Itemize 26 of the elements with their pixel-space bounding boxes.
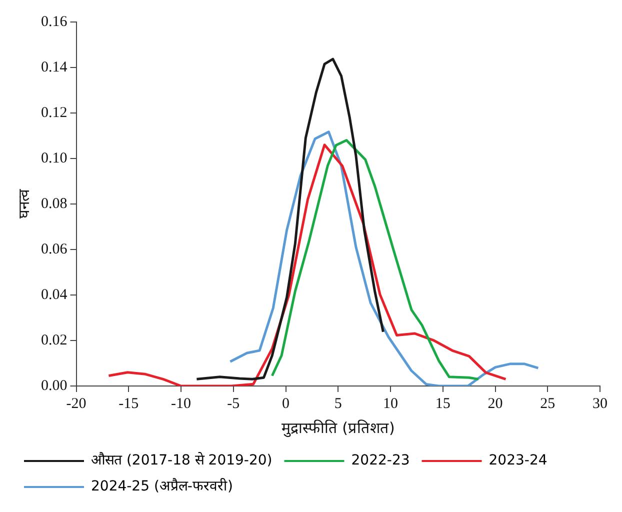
x-tick-label: 0 [282,396,290,412]
x-tick-label: 30 [592,396,608,412]
x-tick-label: 20 [488,396,503,412]
y-axis-title: घनत्व [14,188,33,218]
x-tick-label: -20 [66,396,86,412]
x-tick-label: 25 [540,396,556,412]
legend-label: 2023-24 [488,452,548,469]
x-tick-label: -10 [171,396,191,412]
legend-label: 2022-23 [351,452,410,469]
legend-label: 2024-25 (अप्रैल-फरवरी) [91,478,233,495]
legend-label: औसत (2017-18 से 2019-20) [91,452,272,469]
x-tick-label: -15 [118,396,139,412]
y-tick-label: 0.06 [41,241,68,258]
y-tick-label: 0.08 [41,196,68,212]
y-tick-label: 0.16 [41,14,68,30]
y-tick-label: 0.14 [41,59,68,76]
y-tick-label: 0.12 [41,104,68,121]
x-tick-label: 10 [383,396,398,412]
y-tick-label: 0.10 [41,150,68,166]
x-tick-label: 15 [435,396,450,412]
y-tick-label: 0.00 [41,378,68,394]
x-axis-title: मुद्रास्फीति (प्रतिशत) [281,418,395,438]
y-tick-label: 0.02 [41,332,68,348]
x-tick-label: 5 [334,396,342,412]
x-tick-label: -5 [227,396,240,412]
y-tick-label: 0.04 [41,286,68,303]
